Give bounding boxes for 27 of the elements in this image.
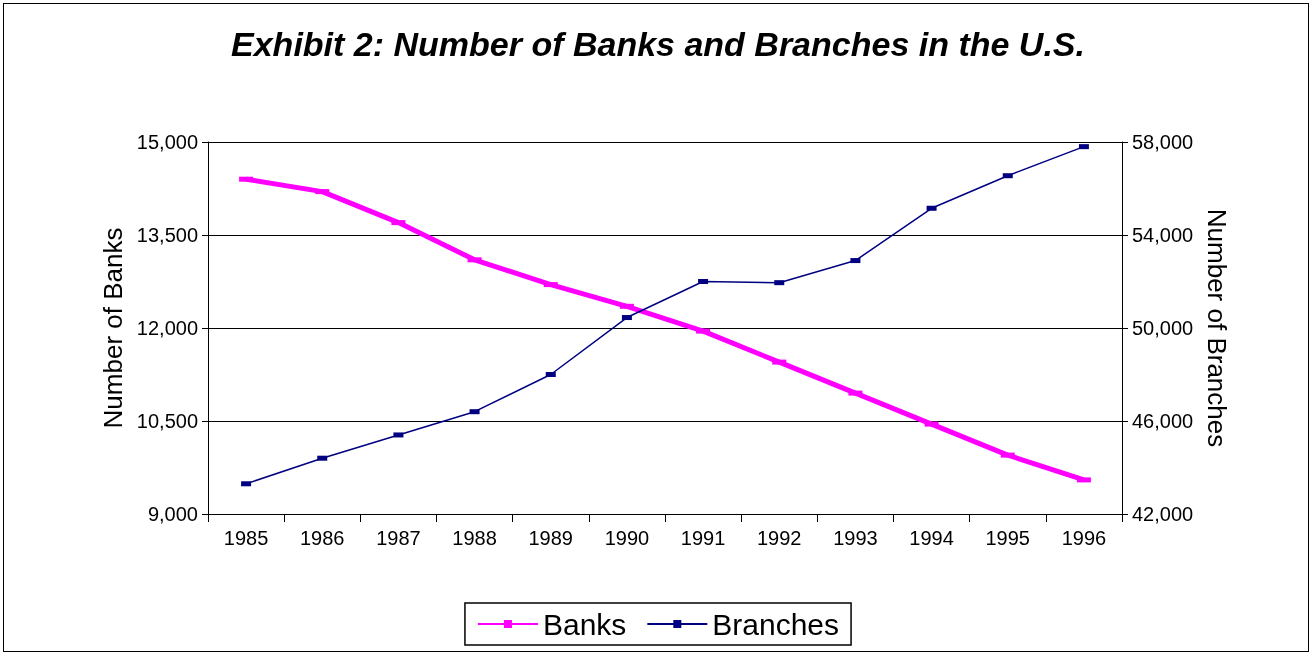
y-tick-label: 10,500 xyxy=(136,410,198,432)
x-tick-label: 1994 xyxy=(909,527,954,549)
x-tick-label: 1992 xyxy=(757,527,802,549)
y2-tick-label: 54,000 xyxy=(1132,224,1194,246)
y-tick-label: 15,000 xyxy=(136,131,198,153)
y-axis-title: Number of Banks xyxy=(97,227,128,429)
legend-label: Branches xyxy=(712,607,840,641)
x-tick-label: 1991 xyxy=(680,527,726,549)
chart-title: Exhibit 2: Number of Banks and Branches in the U.S. xyxy=(231,25,1085,63)
y-tick-label: 12,000 xyxy=(136,317,198,339)
x-tick-label: 1995 xyxy=(985,527,1030,549)
y2-tick-label: 46,000 xyxy=(1132,410,1194,432)
legend-label: Banks xyxy=(542,607,627,641)
x-tick-label: 1993 xyxy=(833,527,878,549)
x-tick-label: 1989 xyxy=(528,527,573,549)
x-tick-label: 1985 xyxy=(223,527,269,549)
y2-tick-label: 42,000 xyxy=(1132,503,1194,525)
x-tick-label: 1986 xyxy=(300,527,345,549)
y2-tick-label: 50,000 xyxy=(1132,317,1194,339)
y2-tick-label: 58,000 xyxy=(1132,131,1194,153)
x-tick-label: 1996 xyxy=(1061,527,1107,549)
x-tick-label: 1990 xyxy=(604,527,650,549)
y-tick-label: 9,000 xyxy=(147,503,198,525)
y2-axis-title: Number of Branches xyxy=(1202,208,1233,448)
y-tick-label: 13,500 xyxy=(136,224,198,246)
x-tick-label: 1988 xyxy=(452,527,497,549)
x-tick-label: 1987 xyxy=(376,527,421,549)
